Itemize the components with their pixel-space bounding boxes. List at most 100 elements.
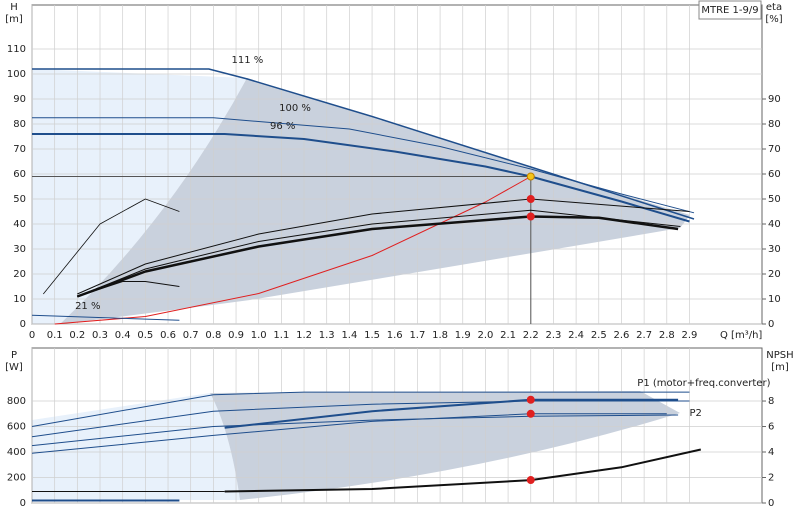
y-tick-label: 100	[7, 69, 26, 80]
x-tick-label: 1.7	[409, 330, 425, 341]
x-tick-label: 1.3	[319, 330, 335, 341]
curve	[32, 117, 695, 214]
x-tick-label: 2.0	[477, 330, 493, 341]
x-tick-label: 0.2	[69, 330, 85, 341]
y2-tick-label: 0	[768, 319, 774, 330]
y-tick-label: 80	[13, 119, 26, 130]
y-tick-label: 0	[20, 319, 26, 330]
x-tick-label: 1.1	[273, 330, 289, 341]
y2-tick-label: 20	[768, 269, 781, 280]
x-tick-label: 2.6	[613, 330, 629, 341]
annotation: 21 %	[75, 301, 100, 312]
y2-axis-unit: [%]	[765, 14, 782, 25]
x-tick-label: 0.8	[205, 330, 221, 341]
y-axis-unit: [W]	[5, 362, 23, 373]
x-tick-label: 0.9	[228, 330, 244, 341]
shade-area	[60, 78, 690, 324]
curve	[32, 133, 690, 223]
y2-axis-unit: [m]	[771, 362, 789, 373]
curve	[31, 413, 667, 454]
y2-tick-label: 6	[768, 422, 774, 433]
y-axis-label: H	[10, 2, 18, 13]
annotation: P2	[689, 408, 701, 419]
marker	[526, 212, 535, 221]
y2-tick-label: 10	[768, 294, 781, 305]
x-tick-label: 1.4	[341, 330, 357, 341]
y-tick-label: 400	[7, 447, 26, 458]
shade-left	[32, 69, 247, 324]
x-tick-label: 0.7	[183, 330, 199, 341]
curve	[31, 414, 679, 447]
x-tick-label: 1.2	[296, 330, 312, 341]
curve	[77, 209, 681, 297]
y2-axis-label: eta	[766, 2, 782, 13]
x-tick-label: 1.0	[251, 330, 267, 341]
y-axis-unit: [m]	[5, 14, 23, 25]
y-tick-label: 90	[13, 94, 26, 105]
curve	[54, 176, 532, 325]
y-tick-label: 200	[7, 473, 26, 484]
x-tick-label: 0	[29, 330, 35, 341]
y2-tick-label: 70	[768, 144, 781, 155]
y2-tick-label: 2	[768, 473, 774, 484]
curve	[31, 400, 690, 438]
y2-tick-label: 8	[768, 396, 774, 407]
x-tick-label: 1.8	[432, 330, 448, 341]
y2-tick-label: 30	[768, 244, 781, 255]
annotation: 111 %	[232, 55, 264, 66]
x-tick-label: 2.9	[682, 330, 698, 341]
annotation: 100 %	[279, 103, 311, 114]
marker	[526, 395, 535, 404]
x-tick-label: 2.5	[591, 330, 607, 341]
x-tick-label: 2.4	[568, 330, 584, 341]
marker	[526, 409, 535, 418]
x-tick-label: 1.5	[364, 330, 380, 341]
marker	[526, 172, 535, 181]
y-tick-label: 70	[13, 144, 26, 155]
x-tick-label: 0.1	[47, 330, 63, 341]
marker	[526, 476, 535, 485]
annotation: P1 (motor+freq.converter)	[637, 378, 770, 389]
x-tick-label: 2.8	[659, 330, 675, 341]
annotation: 96 %	[270, 121, 295, 132]
x-tick-label: 0.3	[92, 330, 108, 341]
y-tick-label: 50	[13, 194, 26, 205]
x-tick-label: 2.2	[523, 330, 539, 341]
y-tick-label: 30	[13, 244, 26, 255]
x-axis-label: Q [m³/h]	[720, 330, 762, 341]
curve	[42, 198, 180, 295]
curve	[77, 198, 690, 295]
x-tick-label: 2.3	[545, 330, 561, 341]
marker	[526, 195, 535, 203]
y-tick-label: 0	[20, 498, 26, 509]
x-tick-label: 2.1	[500, 330, 516, 341]
curve	[32, 68, 695, 220]
y2-tick-label: 4	[768, 447, 774, 458]
y-tick-label: 800	[7, 396, 26, 407]
y2-axis-label: NPSH	[766, 350, 793, 361]
y2-tick-label: 90	[768, 94, 781, 105]
chart-title: MTRE 1-9/9	[701, 5, 758, 16]
x-tick-label: 1.9	[455, 330, 471, 341]
x-tick-label: 0.5	[137, 330, 153, 341]
x-tick-label: 0.4	[115, 330, 131, 341]
x-tick-label: 2.7	[636, 330, 652, 341]
y-tick-label: 110	[7, 44, 26, 55]
curve	[31, 314, 180, 321]
curve	[224, 398, 679, 429]
y-axis-label: P	[11, 350, 17, 361]
plot-layer: 0 0.1 0.2 0.3 0.4 0.5 0.6 0.7 0.8 0.9 1.0 1.1 1.2 1.3…	[7, 4, 781, 509]
y-tick-label: 20	[13, 269, 26, 280]
y2-tick-label: 80	[768, 119, 781, 130]
title-box	[698, 0, 762, 20]
y2-tick-label: 40	[768, 219, 781, 230]
curve	[77, 281, 180, 297]
y-tick-label: 600	[7, 422, 26, 433]
y-tick-label: 10	[13, 294, 26, 305]
y2-tick-label: 50	[768, 194, 781, 205]
curve	[76, 215, 679, 298]
y-tick-label: 40	[13, 219, 26, 230]
x-tick-label: 1.6	[387, 330, 403, 341]
curve	[31, 391, 690, 427]
